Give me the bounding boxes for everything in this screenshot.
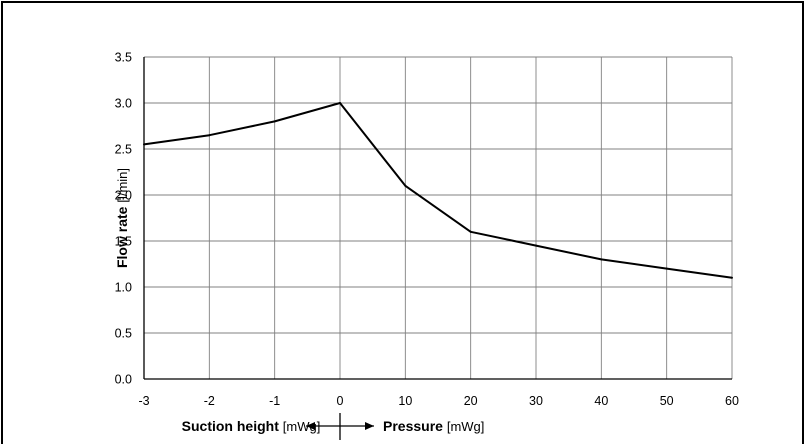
y-tick-label: 2.0 bbox=[115, 189, 132, 203]
data-point bbox=[665, 267, 668, 270]
x-axis-title-suction: Suction height [mWg] bbox=[182, 418, 321, 434]
x-tick-label: 60 bbox=[725, 394, 739, 408]
y-tick-label: 1.5 bbox=[115, 235, 132, 249]
y-tick-label: 3.0 bbox=[115, 97, 132, 111]
y-tick-label: 1.0 bbox=[115, 281, 132, 295]
y-axis-title: Flow rate [l/min] bbox=[114, 168, 130, 268]
data-point bbox=[208, 134, 211, 137]
data-point bbox=[404, 184, 407, 187]
chart-panel bbox=[62, 16, 776, 444]
bidirectional-arrow-icon bbox=[306, 413, 374, 440]
x-tick-label: 10 bbox=[398, 394, 412, 408]
y-tick-label: 3.5 bbox=[115, 51, 132, 65]
x-tick-labels: -3 -2 -1 0 10 20 30 40 50 60 bbox=[138, 394, 739, 408]
x-tick-label: 30 bbox=[529, 394, 543, 408]
y-tick-label: 0.5 bbox=[115, 327, 132, 341]
data-point bbox=[535, 244, 537, 247]
series-line bbox=[143, 102, 733, 279]
x-tick-label: -3 bbox=[138, 394, 149, 408]
data-point bbox=[600, 258, 603, 261]
x-tick-label: 40 bbox=[594, 394, 608, 408]
data-point bbox=[731, 276, 733, 279]
axis-layer bbox=[143, 57, 732, 380]
x-axis-title-pressure: Pressure [mWg] bbox=[383, 418, 484, 434]
x-tick-label: 0 bbox=[337, 394, 344, 408]
y-tick-label: 0.0 bbox=[115, 373, 132, 387]
series-layer bbox=[143, 102, 733, 279]
x-tick-label: 50 bbox=[660, 394, 674, 408]
data-point bbox=[469, 230, 472, 233]
grid-layer bbox=[143, 56, 733, 379]
x-tick-label: -1 bbox=[269, 394, 280, 408]
y-tick-labels: 0.0 0.5 1.0 1.5 2.0 2.5 3.0 3.5 bbox=[115, 51, 132, 387]
data-point bbox=[339, 102, 341, 104]
x-tick-label: 20 bbox=[464, 394, 478, 408]
x-tick-label: -2 bbox=[204, 394, 215, 408]
data-point bbox=[273, 120, 276, 123]
y-tick-label: 2.5 bbox=[115, 143, 132, 157]
data-point bbox=[143, 143, 145, 146]
